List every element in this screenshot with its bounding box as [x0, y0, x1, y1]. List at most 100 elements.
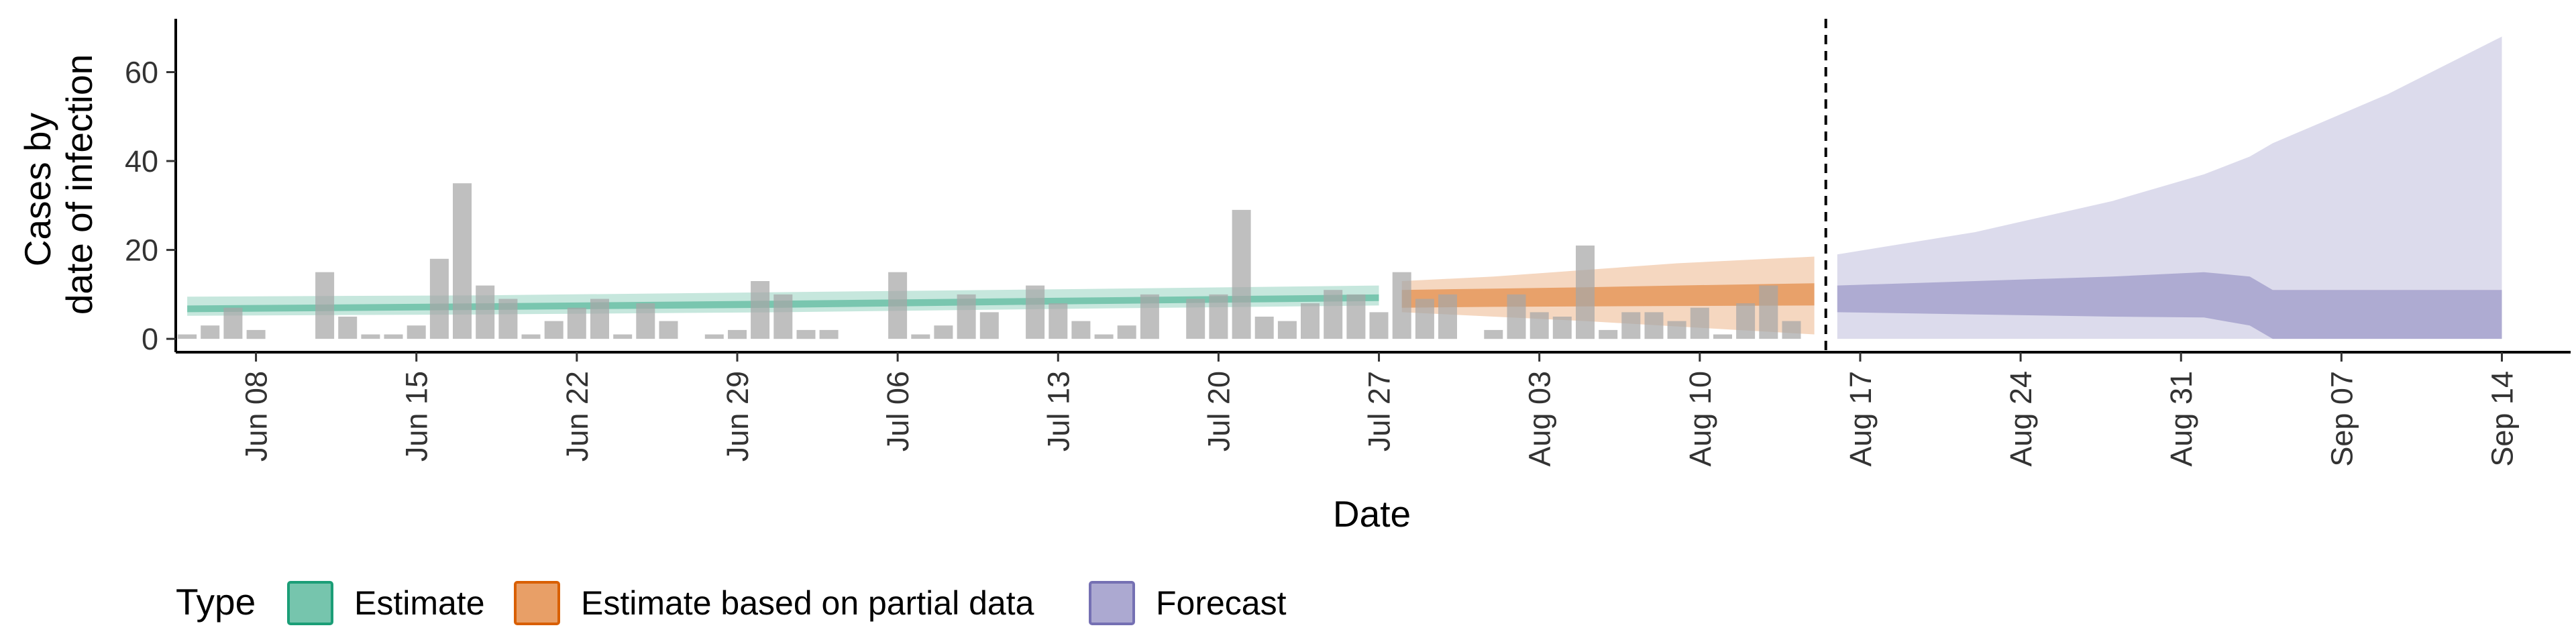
bar-day-16 [544, 321, 564, 339]
bar-day-21 [659, 321, 678, 339]
bar-day-27 [796, 329, 816, 339]
x-tick-label: Aug 10 [1683, 371, 1717, 467]
bar-day-49 [1301, 303, 1320, 339]
legend-label-partial-estimate: Estimate based on partial data [581, 584, 1034, 622]
bar-day-38 [1049, 303, 1068, 339]
bar-day-57 [1484, 329, 1503, 339]
bar-day-69 [1759, 285, 1778, 339]
bar-day-19 [613, 334, 633, 339]
legend-swatch-estimate [287, 581, 333, 625]
x-tick-label: Jul 27 [1362, 371, 1397, 451]
x-tick-label: Sep 14 [2485, 371, 2520, 467]
bar-day-23 [704, 334, 724, 339]
bar-day-37 [1026, 285, 1045, 339]
bar-day-28 [819, 329, 839, 339]
bar-day-54 [1415, 299, 1434, 339]
bar-day-9 [384, 334, 403, 339]
bar-day-67 [1713, 334, 1732, 339]
x-tick-label: Jun 29 [720, 371, 755, 462]
bar-day-41 [1117, 325, 1136, 339]
legend-title: Type [176, 581, 256, 623]
bar-day-15 [521, 334, 541, 339]
bar-day-65 [1667, 321, 1686, 339]
bar-day-50 [1324, 290, 1343, 339]
x-tick-label: Jul 13 [1041, 371, 1075, 451]
bar-day-20 [636, 303, 655, 339]
x-tick-label: Jul 20 [1201, 371, 1236, 451]
bar-day-42 [1140, 294, 1159, 339]
bar-day-32 [911, 334, 930, 339]
bar-day-39 [1071, 321, 1091, 339]
y-axis-title-line-1: Cases by [17, 113, 58, 267]
band-inner-estimate-based-on-partial-data [1401, 283, 1815, 308]
y-tick-label: 0 [142, 322, 158, 356]
bar-day-1 [201, 325, 220, 339]
legend: Type Estimate Estimate based on partial … [176, 581, 1287, 625]
y-tick-label: 40 [125, 144, 158, 178]
y-tick-labels: 0 20 40 60 [125, 56, 176, 356]
bar-day-70 [1782, 321, 1801, 339]
bar-day-60 [1552, 317, 1572, 339]
bar-day-14 [498, 299, 518, 339]
bar-day-61 [1576, 246, 1595, 339]
legend-label-forecast: Forecast [1156, 584, 1287, 622]
bar-day-51 [1346, 294, 1366, 339]
x-tick-label: Sep 07 [2324, 371, 2359, 467]
bar-day-68 [1736, 303, 1756, 339]
bar-day-34 [957, 294, 976, 339]
bar-day-66 [1690, 307, 1709, 339]
bar-day-8 [361, 334, 380, 339]
bar-day-11 [429, 258, 449, 339]
bar-day-35 [979, 312, 999, 339]
y-tick-label: 60 [125, 56, 158, 90]
bar-day-44 [1186, 299, 1205, 339]
bar-day-59 [1529, 312, 1549, 339]
bar-day-52 [1369, 312, 1389, 339]
x-tick-label: Aug 17 [1843, 371, 1878, 467]
band-inner-forecast [1837, 272, 2502, 339]
bar-day-62 [1599, 329, 1618, 339]
bar-day-55 [1438, 294, 1457, 339]
legend-swatch-partial-estimate [514, 581, 560, 625]
bar-day-47 [1254, 317, 1274, 339]
bar-day-48 [1277, 321, 1297, 339]
x-tick-label: Aug 03 [1523, 371, 1557, 467]
x-tick-label: Jul 06 [881, 371, 915, 451]
y-tick-label: 20 [125, 233, 158, 268]
bar-day-10 [407, 325, 426, 339]
x-tick-labels: Jun 08 Jun 15 Jun 22 Jun 29 Jul 06 Jul 13 Jul … [239, 352, 2520, 467]
bar-day-12 [453, 183, 472, 339]
y-axis-title: Cases by date of infection [17, 54, 100, 315]
x-tick-label: Aug 24 [2004, 371, 2038, 467]
bar-day-2 [223, 307, 243, 339]
bar-day-26 [773, 294, 793, 339]
bar-day-3 [246, 329, 266, 339]
legend-swatch-forecast [1089, 581, 1135, 625]
bar-day-45 [1209, 294, 1228, 339]
bar-day-13 [476, 285, 495, 339]
x-tick-label: Jun 08 [239, 371, 274, 462]
bar-day-6 [315, 272, 335, 339]
bar-day-7 [338, 317, 358, 339]
x-tick-label: Jun 15 [400, 371, 434, 462]
bar-day-33 [934, 325, 953, 339]
band-outer-forecast [1837, 36, 2502, 339]
bar-day-31 [888, 272, 908, 339]
x-axis-title: Date [1333, 493, 1411, 535]
bar-day-24 [728, 329, 747, 339]
legend-label-estimate: Estimate [354, 584, 485, 622]
bar-day-17 [567, 307, 586, 339]
reported-case-bars [178, 183, 1801, 339]
bar-day-64 [1644, 312, 1664, 339]
y-axis-title-line-2: date of infection [58, 54, 100, 315]
bar-day-40 [1094, 334, 1114, 339]
estimate-bands [187, 36, 2502, 339]
x-tick-label: Aug 31 [2164, 371, 2198, 467]
bar-day-63 [1621, 312, 1641, 339]
bar-day-46 [1232, 209, 1251, 339]
band-outer-estimate-based-on-partial-data [1401, 256, 1815, 335]
bar-day-58 [1507, 294, 1526, 339]
bar-day-0 [178, 334, 197, 339]
x-tick-label: Jun 22 [560, 371, 594, 462]
